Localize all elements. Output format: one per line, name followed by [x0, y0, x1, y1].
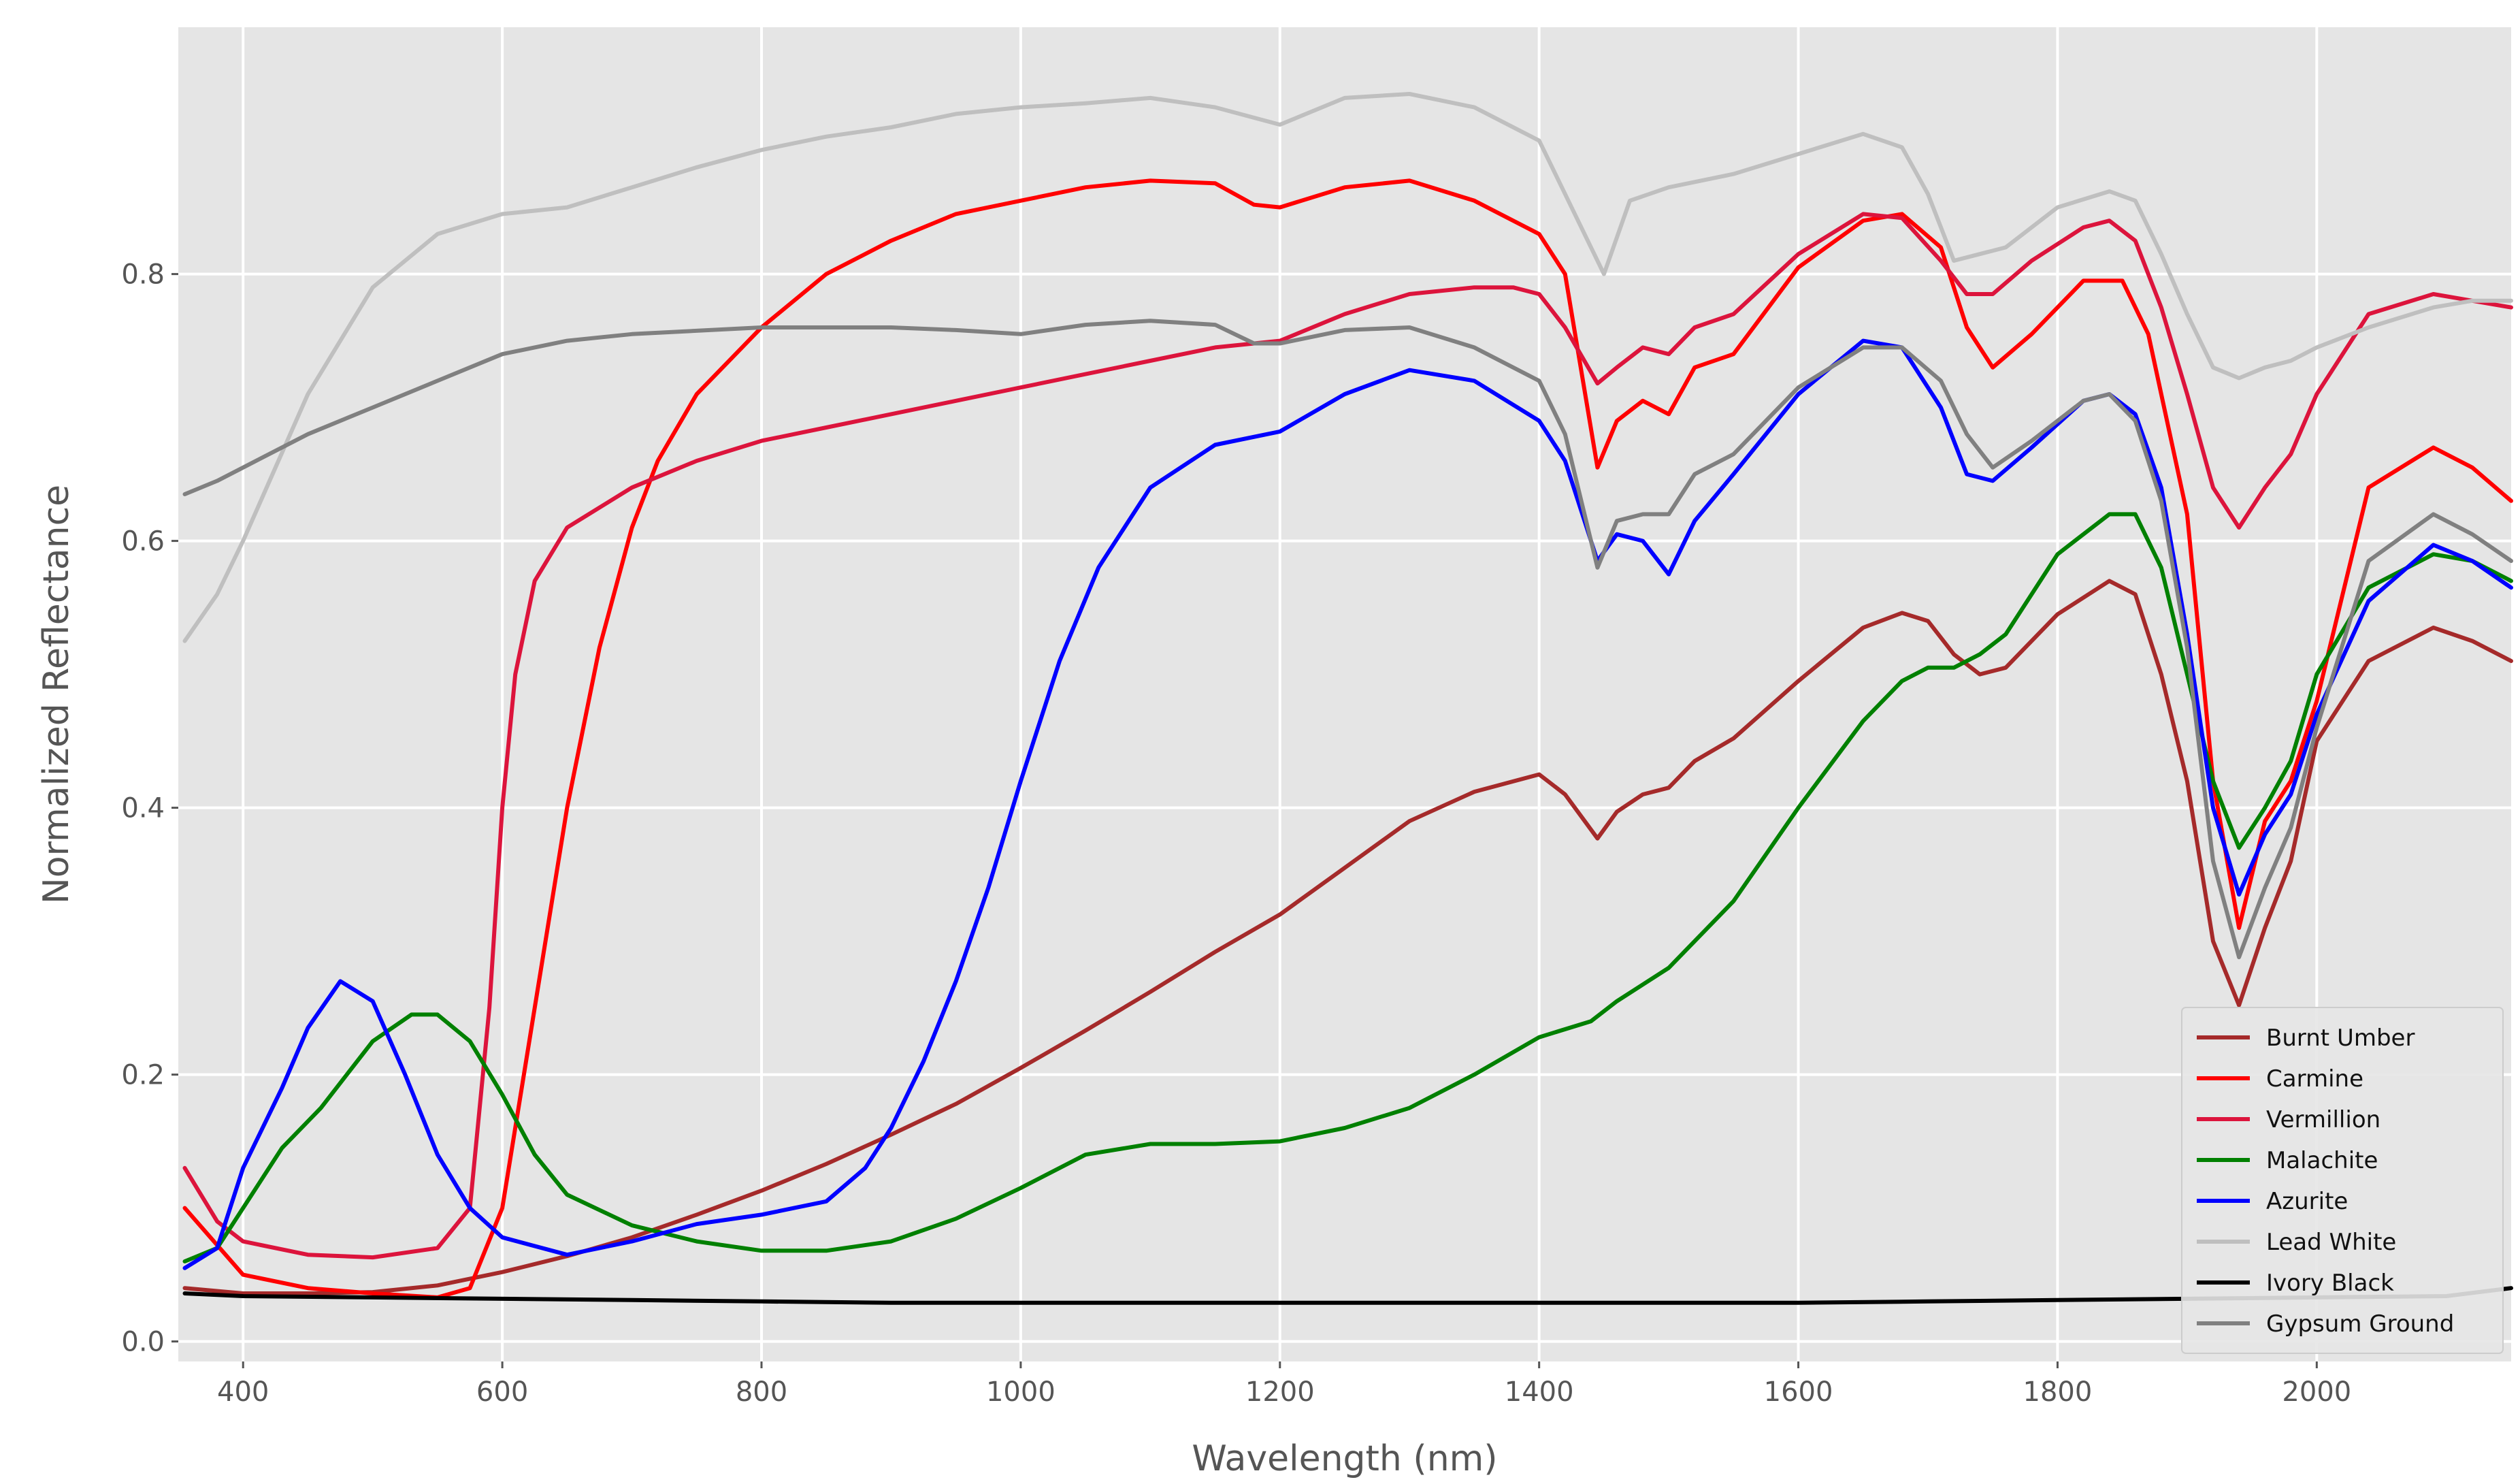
y-tick-label: 0.2 — [121, 1060, 165, 1091]
legend-label-carmine: Carmine — [2266, 1065, 2363, 1093]
series-line-azurite — [182, 338, 2513, 1270]
series-line-carmine — [182, 178, 2513, 1300]
series-line-burnt-umber — [182, 579, 2513, 1295]
data-lines — [182, 92, 2513, 1305]
y-tick-label: 0.4 — [121, 793, 165, 824]
legend: Burnt Umber Carmine Vermillion Malachite Azu… — [2181, 1007, 2504, 1354]
x-tick-label: 1200 — [1245, 1376, 1315, 1408]
legend-frame — [2181, 1007, 2504, 1354]
series-line-gypsum-ground — [182, 319, 2513, 960]
x-tick-label: 800 — [736, 1376, 787, 1408]
y-axis-title: Normalized Reflectance — [36, 485, 77, 904]
x-tick-label: 600 — [476, 1376, 528, 1408]
legend-label-lead-white: Lead White — [2266, 1229, 2396, 1256]
x-axis-title: Wavelength (nm) — [1192, 1438, 1497, 1479]
legend-label-malachite: Malachite — [2266, 1147, 2378, 1174]
x-tick-label: 1600 — [1764, 1376, 1833, 1408]
legend-label-vermillion: Vermillion — [2266, 1106, 2380, 1133]
y-tick-label: 0.8 — [121, 259, 165, 291]
x-tick-label: 400 — [217, 1376, 269, 1408]
legend-label-ivory-black: Ivory Black — [2266, 1270, 2394, 1297]
x-tick-label: 2000 — [2282, 1376, 2351, 1408]
series-line-ivory-black — [182, 1286, 2513, 1305]
x-tick-label: 1000 — [986, 1376, 1056, 1408]
x-tick-label: 1800 — [2023, 1376, 2093, 1408]
y-tick-label: 0.0 — [121, 1327, 165, 1358]
legend-label-azurite: Azurite — [2266, 1188, 2348, 1215]
y-tick-label: 0.6 — [121, 526, 165, 558]
series-line-lead-white — [182, 92, 2513, 643]
legend-label-gypsum-ground: Gypsum Ground — [2266, 1310, 2454, 1338]
y-axis: 0.0 0.2 0.4 0.6 0.8 — [121, 259, 178, 1358]
x-axis: 400 600 800 1000 1200 1400 1600 1800 2000 — [217, 1361, 2351, 1408]
x-tick-label: 1400 — [1505, 1376, 1574, 1408]
legend-label-burnt-umber: Burnt Umber — [2266, 1025, 2415, 1052]
series-line-vermillion — [182, 212, 2513, 1260]
plot-background — [178, 27, 2511, 1361]
